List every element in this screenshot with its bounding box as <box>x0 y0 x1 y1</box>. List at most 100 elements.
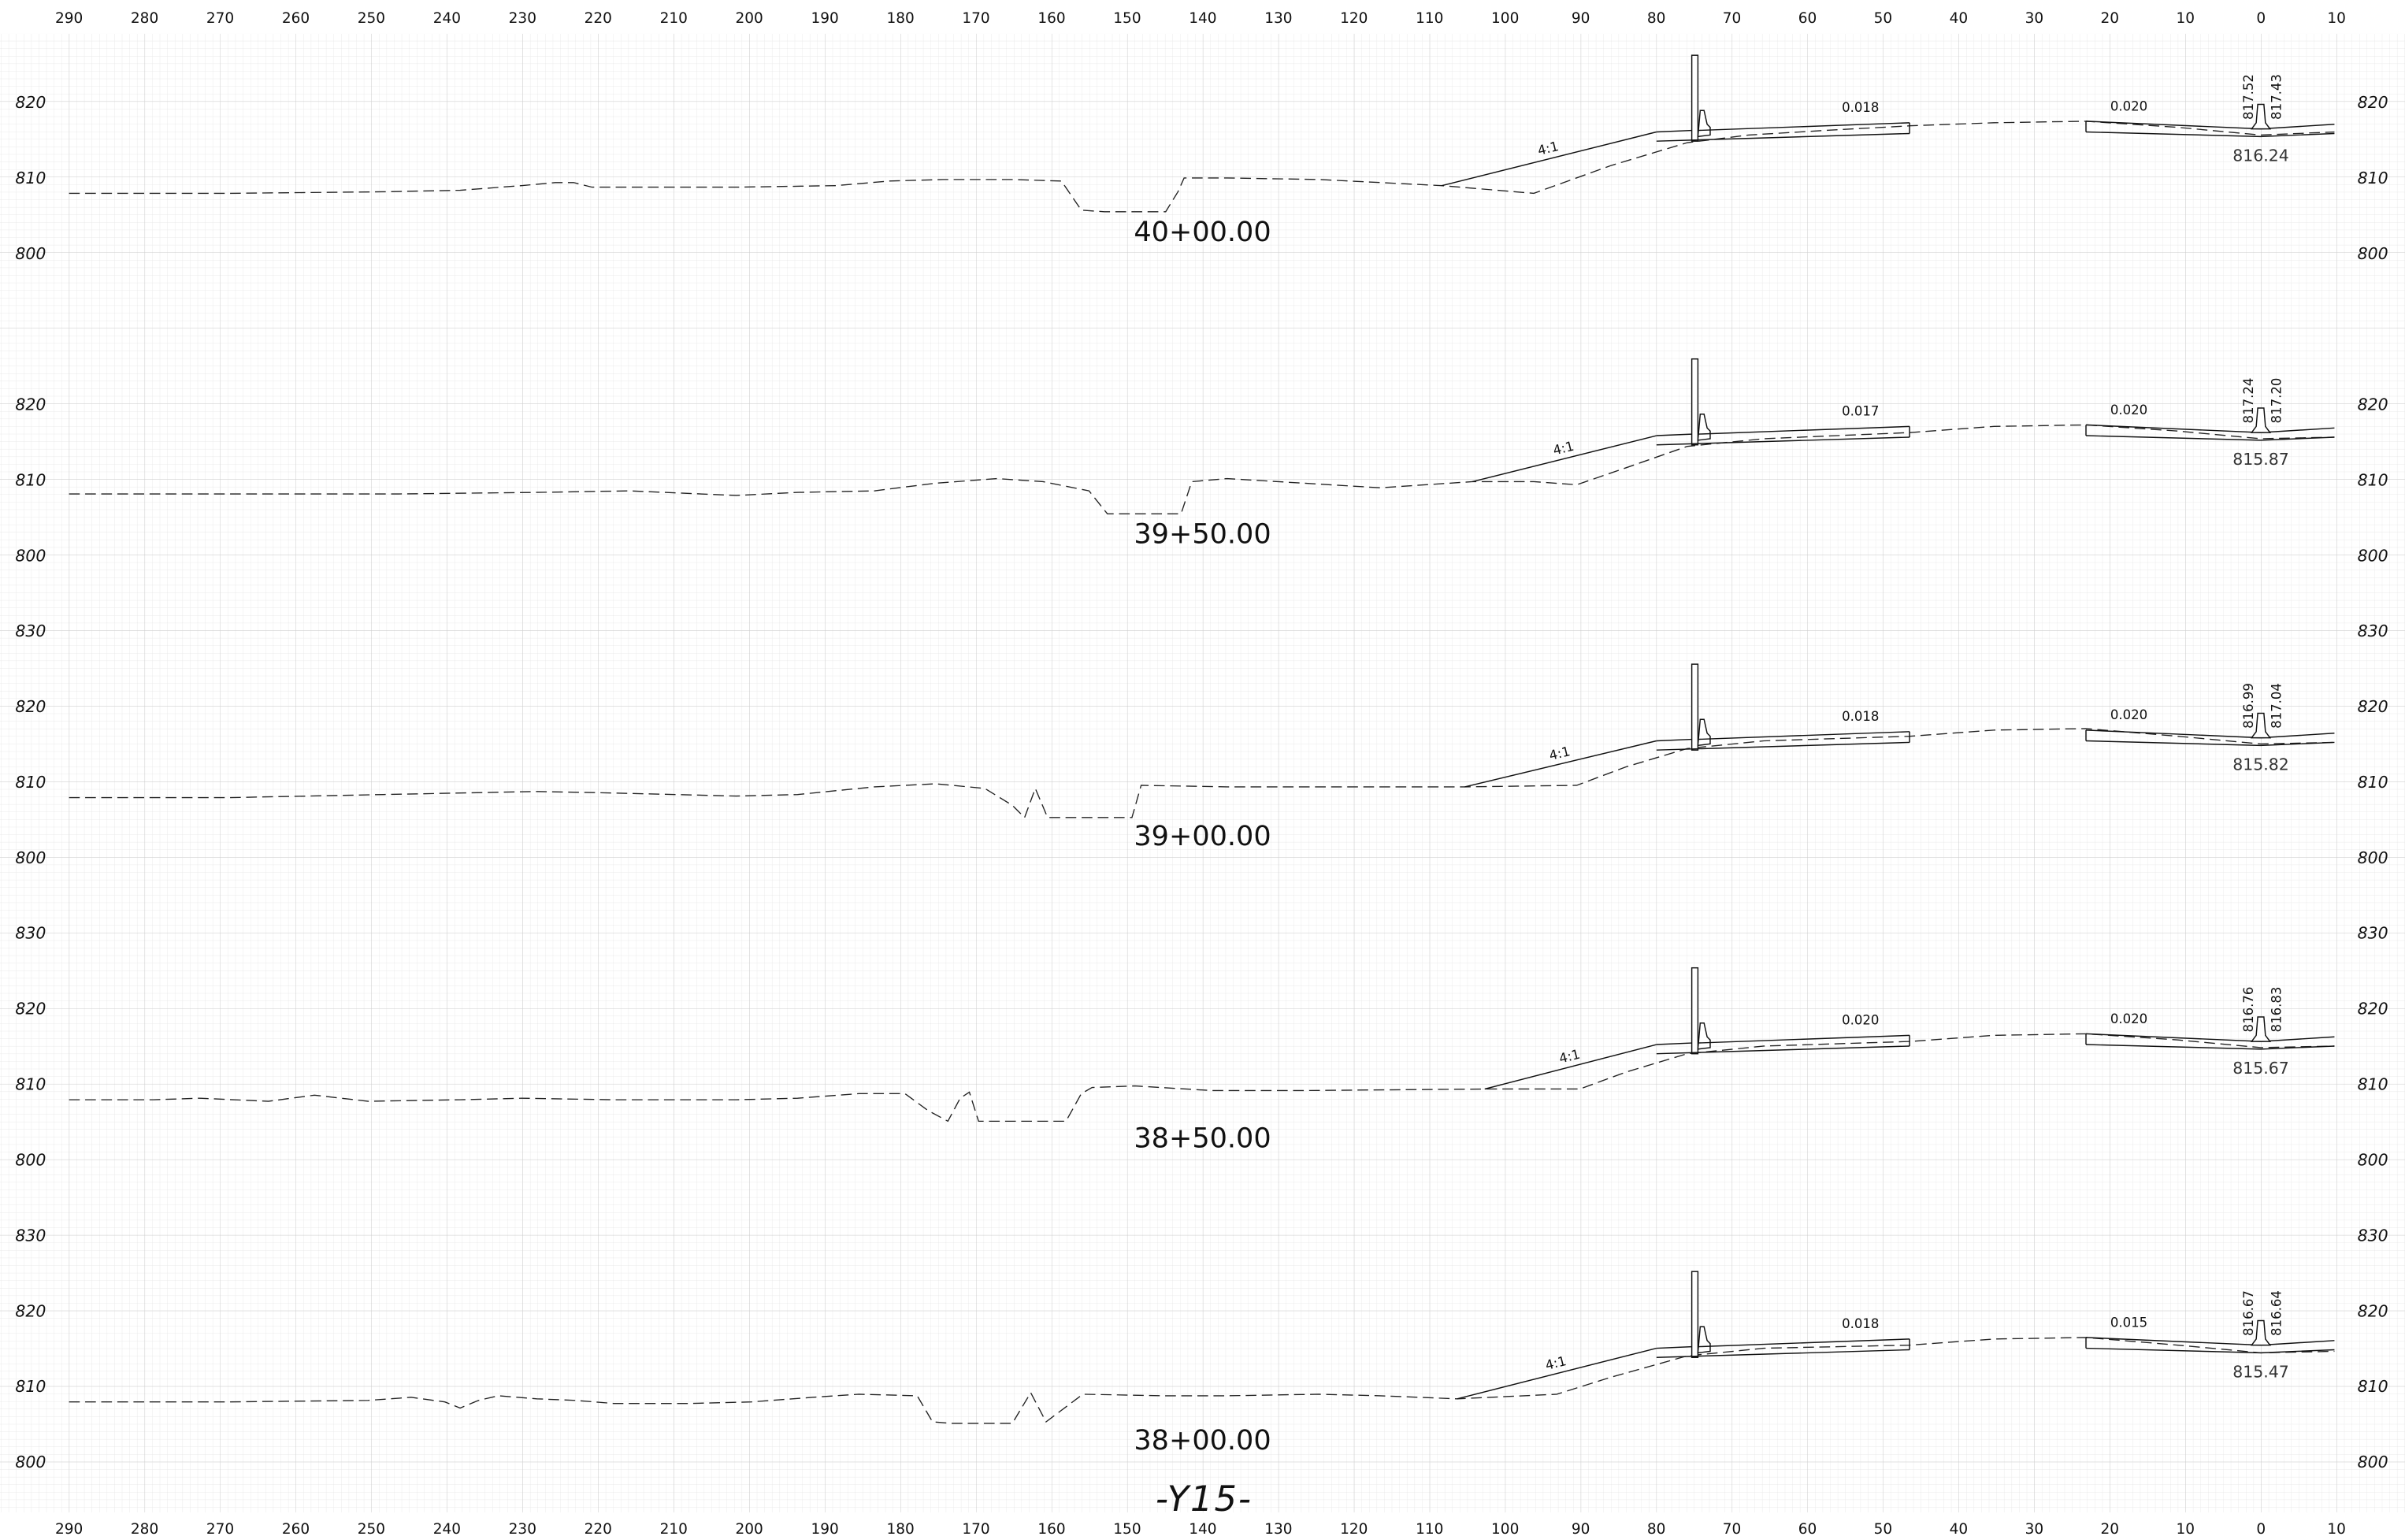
median-barrier <box>2250 407 2272 433</box>
pavement-bottom-line <box>1656 1349 1910 1358</box>
shoulder-line <box>1656 1042 1692 1045</box>
cross-slope-label-right: 0.020 <box>2110 98 2147 113</box>
pavement-bottom-line <box>2085 1347 2335 1354</box>
top-axis-label: 230 <box>509 10 536 27</box>
top-axis-label: 200 <box>736 10 763 27</box>
elevation-label-right: 820 <box>2358 93 2388 112</box>
bottom-axis-label: 130 <box>1264 1521 1292 1538</box>
pavement-bottom-line <box>1656 436 1910 446</box>
elevation-label-left: 810 <box>15 1075 46 1094</box>
top-axis-label: 110 <box>1416 10 1443 27</box>
elevation-label-right: 810 <box>2358 1377 2388 1396</box>
elevation-annotation-right: 816.83 <box>2269 987 2284 1033</box>
bottom-axis-label: 290 <box>55 1521 83 1538</box>
shoulder-line <box>1656 129 1692 133</box>
top-axis-label: 130 <box>1264 10 1292 27</box>
pavement-bottom-line <box>1656 132 1910 142</box>
elevation-annotation-left: 816.67 <box>2241 1290 2256 1336</box>
station-label: 39+00.00 <box>1134 820 1271 852</box>
cross-slope-label-right: 0.020 <box>2110 707 2147 722</box>
station-label: 38+50.00 <box>1134 1122 1271 1154</box>
elevation-annotation-left: 816.76 <box>2241 987 2256 1033</box>
elevation-annotation-left: 816.99 <box>2241 683 2256 729</box>
elevation-label-left: 820 <box>15 93 46 112</box>
top-axis-label: 10 <box>2327 10 2346 27</box>
elevation-label-left: 820 <box>15 697 46 716</box>
bottom-axis-label: 230 <box>509 1521 536 1538</box>
pavement-top-line <box>1698 122 1910 132</box>
elevation-label-right: 800 <box>2358 546 2388 565</box>
bottom-axis-label: 150 <box>1113 1521 1141 1538</box>
elevation-label-right: 820 <box>2358 1000 2388 1019</box>
top-axis-label: 30 <box>2025 10 2044 27</box>
top-axis-label: 80 <box>1647 10 1666 27</box>
elevation-label-left: 820 <box>15 395 46 414</box>
elevation-label-left: 800 <box>15 1151 46 1170</box>
top-axis-label: 160 <box>1037 10 1065 27</box>
bottom-axis-label: 210 <box>660 1521 688 1538</box>
elevation-annotation-right: 817.43 <box>2269 74 2284 120</box>
top-axis-label: 150 <box>1113 10 1141 27</box>
top-axis-label: 120 <box>1340 10 1368 27</box>
pavement-top-line <box>1698 731 1910 740</box>
bottom-axis-label: 0 <box>2256 1521 2266 1538</box>
elevation-annotation-left: 817.52 <box>2241 74 2256 120</box>
elevation-label-left: 810 <box>15 773 46 792</box>
top-axis-label: 10 <box>2176 10 2195 27</box>
cross-slope-label-right: 0.020 <box>2110 1011 2147 1026</box>
bottom-axis-label: 280 <box>131 1521 158 1538</box>
top-axis-label: 0 <box>2256 10 2266 27</box>
cross-slope-label-left: 0.017 <box>1842 404 1879 419</box>
elevation-label-left: 810 <box>15 1377 46 1396</box>
cross-slope-label-left: 0.018 <box>1842 709 1879 724</box>
shoulder-line <box>1656 1345 1692 1349</box>
top-axis-label: 100 <box>1491 10 1519 27</box>
elevation-annotation-below: 815.82 <box>2232 755 2289 774</box>
elevation-label-right: 800 <box>2358 1151 2388 1170</box>
elevation-label-left: 800 <box>15 546 46 565</box>
elevation-annotation-below: 815.67 <box>2232 1059 2289 1078</box>
top-axis-label: 240 <box>433 10 461 27</box>
top-axis-label: 250 <box>358 10 385 27</box>
median-barrier <box>2250 103 2272 130</box>
pavement-top-line <box>1698 425 1910 435</box>
bottom-axis-label: 70 <box>1723 1521 1742 1538</box>
shoulder-line <box>1656 738 1692 742</box>
side-slope-line <box>1457 1347 1657 1400</box>
top-axis-label: 50 <box>1874 10 1893 27</box>
elevation-annotation-right: 817.04 <box>2269 683 2284 729</box>
elevation-label-left: 810 <box>15 169 46 187</box>
elevation-label-right: 830 <box>2358 924 2388 943</box>
cross-slope-label-left: 0.020 <box>1842 1013 1879 1028</box>
pavement-bottom-line <box>2085 740 2335 747</box>
top-axis-label: 70 <box>1723 10 1742 27</box>
elevation-label-right: 810 <box>2358 169 2388 187</box>
median-barrier <box>2250 1319 2272 1346</box>
cross-slope-label-right: 0.020 <box>2110 403 2147 417</box>
bottom-axis-label: 100 <box>1491 1521 1519 1538</box>
cross-slope-label-left: 0.018 <box>1842 1316 1879 1331</box>
top-axis-label: 280 <box>131 10 158 27</box>
bottom-axis-label: 10 <box>2176 1521 2195 1538</box>
elevation-label-left: 800 <box>15 848 46 867</box>
station-label: 39+50.00 <box>1134 518 1271 550</box>
elevation-label-left: 820 <box>15 1000 46 1019</box>
elevation-annotation-below: 816.24 <box>2232 147 2289 165</box>
pavement-bottom-line <box>1656 1045 1910 1055</box>
elevation-label-left: 830 <box>15 622 46 640</box>
bottom-axis-label: 200 <box>736 1521 763 1538</box>
elevation-label-left: 830 <box>15 1226 46 1245</box>
elevation-label-right: 810 <box>2358 1075 2388 1094</box>
top-axis-label: 60 <box>1798 10 1817 27</box>
side-slope-line <box>1442 131 1657 187</box>
top-axis-label: 190 <box>811 10 838 27</box>
bottom-axis-label: 260 <box>282 1521 310 1538</box>
pavement-top-line <box>1698 1338 1910 1348</box>
top-axis-label: 210 <box>660 10 688 27</box>
bottom-axis-label: 80 <box>1647 1521 1666 1538</box>
